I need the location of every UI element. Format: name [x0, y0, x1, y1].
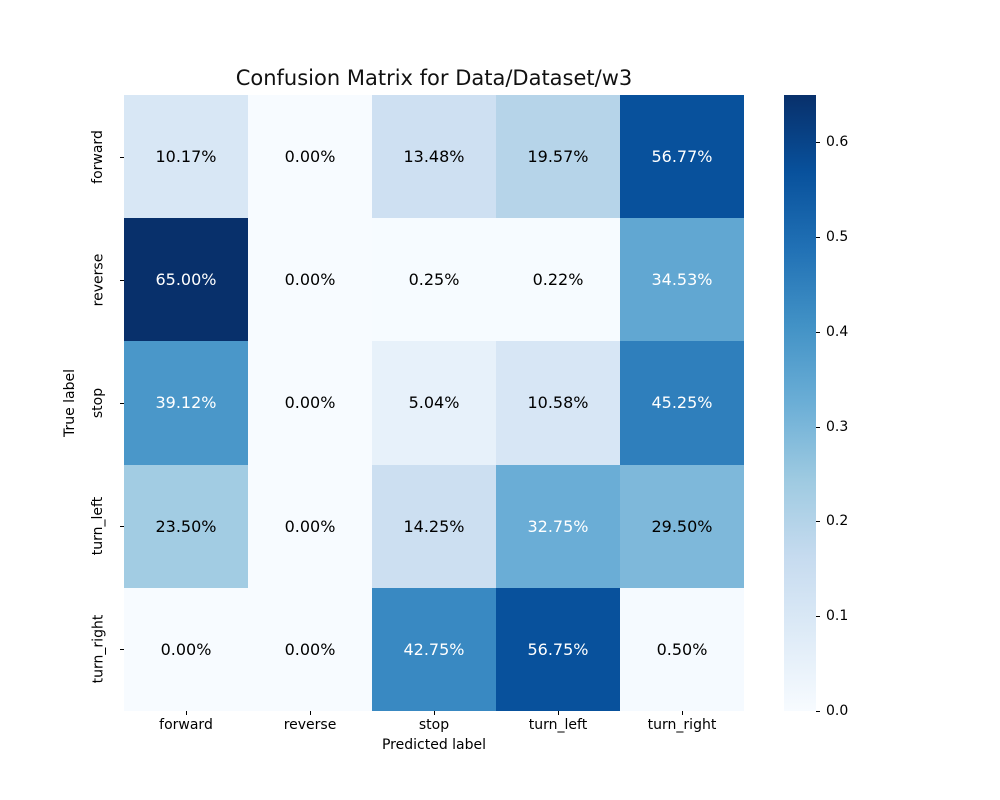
x-tick-label: reverse — [283, 717, 337, 733]
y-tick-label-text: forward — [90, 129, 106, 184]
heatmap-cell: 0.25% — [372, 218, 496, 342]
colorbar-tick-label: 0.2 — [826, 513, 849, 530]
axis-tick-mark — [186, 711, 187, 715]
colorbar-tick-label: 0.3 — [826, 418, 849, 435]
heatmap-grid: 10.17% 0.00% 13.48% 19.57% 56.77% 65.00% 0.00%… — [124, 95, 744, 711]
y-tick-label: stop — [84, 341, 112, 464]
y-axis-label: True label — [62, 368, 78, 438]
heatmap-cell: 56.75% — [496, 587, 620, 711]
axis-tick-mark — [816, 331, 820, 333]
axis-tick-mark — [682, 711, 683, 715]
colorbar-tick-label: 0.0 — [826, 703, 849, 719]
colorbar-tick-label: 0.5 — [826, 229, 849, 246]
colorbar-tick-label: 0.6 — [826, 134, 849, 151]
heatmap-cell: 14.25% — [372, 464, 496, 588]
y-tick-label: reverse — [84, 218, 112, 341]
axis-tick-mark — [816, 426, 820, 428]
axis-tick-mark — [816, 142, 820, 144]
colorbar-tick-label: 0.4 — [826, 323, 849, 340]
heatmap-cell: 10.58% — [496, 341, 620, 465]
heatmap-cell: 29.50% — [620, 464, 744, 588]
heatmap-cell: 5.04% — [372, 341, 496, 465]
heatmap-cell: 56.77% — [620, 95, 744, 219]
axis-tick-mark — [310, 711, 311, 715]
x-axis-label: Predicted label — [381, 737, 487, 753]
heatmap-cell: 42.75% — [372, 587, 496, 711]
axis-tick-mark — [816, 616, 820, 618]
heatmap-cell: 34.53% — [620, 218, 744, 342]
heatmap-cell: 0.00% — [248, 341, 372, 465]
heatmap-cell: 13.48% — [372, 95, 496, 219]
chart-title: Confusion Matrix for Data/Dataset/w3 — [235, 66, 633, 90]
heatmap-cell: 0.00% — [248, 95, 372, 219]
axis-tick-mark — [120, 526, 124, 528]
heatmap-cell: 19.57% — [496, 95, 620, 219]
axis-tick-mark — [120, 403, 124, 404]
colorbar — [784, 95, 816, 711]
heatmap-cell: 0.00% — [124, 587, 248, 711]
heatmap-cell: 0.00% — [248, 218, 372, 342]
colorbar-tick-label: 0.1 — [826, 608, 849, 625]
heatmap-cell: 45.25% — [620, 341, 744, 465]
y-tick-label: turn_right — [84, 588, 112, 711]
x-tick-label: stop — [418, 717, 450, 733]
x-tick-label: forward — [159, 717, 213, 733]
x-axis-tick-labels: forward reverse stop turn_left turn_right — [124, 717, 744, 733]
y-tick-label: turn_left — [84, 465, 112, 588]
axis-tick-mark — [120, 279, 124, 281]
axis-tick-mark — [434, 711, 435, 715]
axis-tick-mark — [816, 237, 820, 239]
y-axis-tick-labels: forward reverse stop turn_left turn_right — [84, 95, 112, 711]
heatmap-cell: 23.50% — [124, 464, 248, 588]
axis-tick-mark — [120, 649, 124, 651]
y-tick-label-text: stop — [90, 387, 106, 419]
y-tick-label-text: reverse — [90, 253, 106, 307]
axis-tick-mark — [558, 711, 559, 715]
x-tick-label: turn_right — [647, 717, 717, 733]
heatmap-cell: 0.22% — [496, 218, 620, 342]
x-tick-label: turn_left — [528, 717, 588, 733]
y-tick-label-text: turn_left — [90, 496, 107, 556]
heatmap-cell: 65.00% — [124, 218, 248, 342]
y-tick-label: forward — [84, 95, 112, 218]
heatmap-cell: 32.75% — [496, 464, 620, 588]
axis-tick-mark — [816, 711, 820, 712]
heatmap-cell: 0.00% — [248, 587, 372, 711]
axis-tick-mark — [816, 521, 820, 523]
axis-tick-mark — [120, 156, 124, 158]
heatmap-cell: 0.50% — [620, 587, 744, 711]
heatmap-cell: 0.00% — [248, 464, 372, 588]
y-tick-label-text: turn_right — [90, 615, 107, 684]
heatmap-cell: 10.17% — [124, 95, 248, 219]
heatmap-cell: 39.12% — [124, 341, 248, 465]
